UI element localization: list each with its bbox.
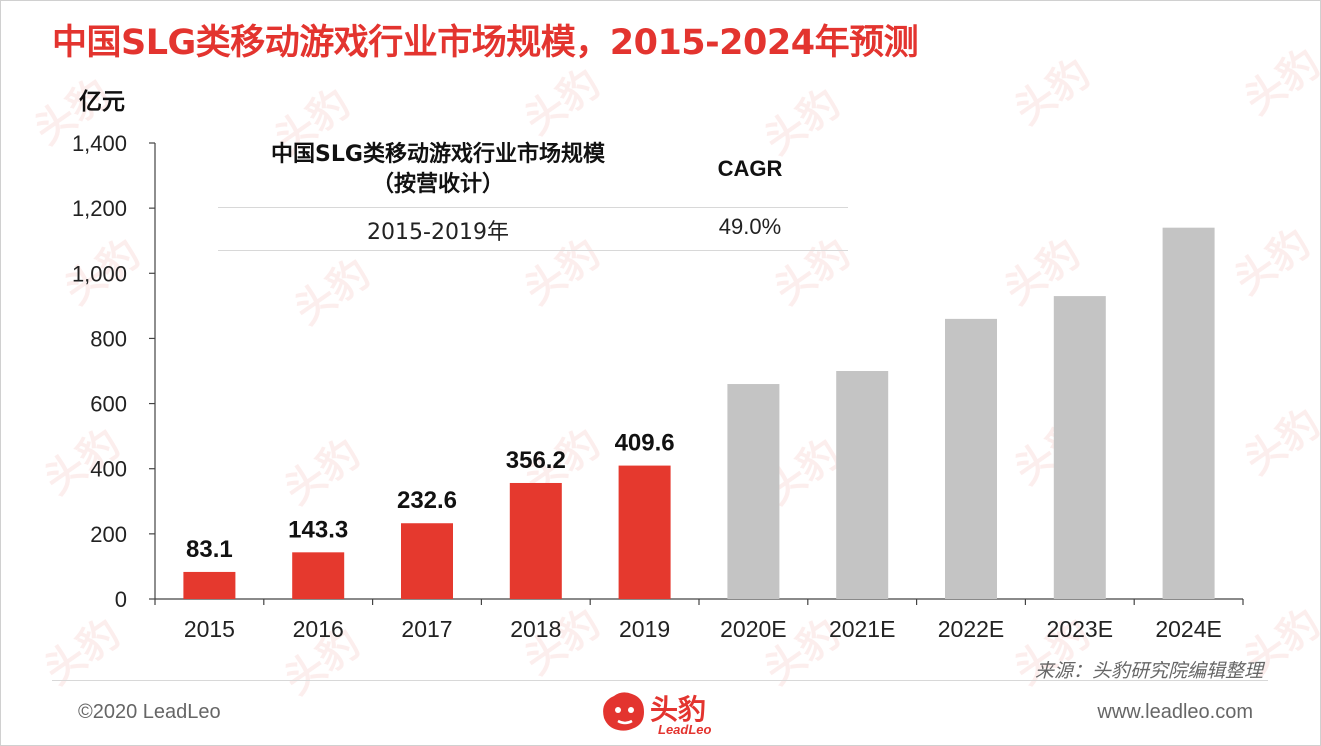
bar <box>509 482 562 599</box>
table-header-metric-line: （按营收计） <box>371 172 504 197</box>
x-tick-label: 2019 <box>619 616 670 642</box>
x-tick-label: 2022E <box>938 616 1005 642</box>
y-axis-unit: 亿元 <box>79 89 125 115</box>
copyright-text: ©2020 LeadLeo <box>78 701 221 723</box>
data-label: 232.6 <box>397 487 457 514</box>
x-tick-label: 2017 <box>401 616 452 642</box>
x-tick-label: 2020E <box>720 616 787 642</box>
y-tick-label: 1,400 <box>72 131 127 156</box>
table-cell-cagr: 49.0% <box>718 214 782 239</box>
x-tick-label: 2023E <box>1047 616 1114 642</box>
x-tick-label: 2016 <box>293 616 344 642</box>
bar <box>618 465 671 599</box>
bar <box>727 384 780 599</box>
table-header-metric-line: 中国SLG类移动游戏行业市场规模 <box>271 142 605 167</box>
bar <box>836 371 889 599</box>
data-label: 83.1 <box>186 536 233 563</box>
y-tick-label: 200 <box>90 522 127 547</box>
bar <box>292 552 345 599</box>
x-tick-label: 2021E <box>829 616 896 642</box>
y-tick-label: 800 <box>90 326 127 351</box>
logo-text-cn: 头豹 <box>650 693 707 726</box>
table-cell-period: 2015-2019年 <box>367 220 509 245</box>
bar <box>183 571 236 599</box>
logo-text-en: LeadLeo <box>658 722 712 737</box>
page-title: 中国SLG类移动游戏行业市场规模，2015-2024年预测 <box>52 23 919 63</box>
bar <box>1053 296 1106 599</box>
x-tick-label: 2024E <box>1155 616 1222 642</box>
source-note: 来源：头豹研究院编辑整理 <box>1034 660 1263 682</box>
x-tick-label: 2018 <box>510 616 561 642</box>
website-link[interactable]: www.leadleo.com <box>1097 701 1253 723</box>
bar <box>945 318 997 599</box>
data-label: 356.2 <box>506 447 566 474</box>
bar <box>401 523 453 599</box>
table-divider <box>218 250 848 251</box>
footer-divider <box>52 680 1268 681</box>
table-header-metric: 中国SLG类移动游戏行业市场规模 （按营收计） <box>218 140 658 200</box>
table-divider <box>218 207 848 208</box>
y-tick-label: 400 <box>90 457 127 482</box>
leopard-head-icon <box>603 692 644 731</box>
y-tick-label: 1,200 <box>72 196 127 221</box>
table-header-cagr: CAGR <box>717 156 783 181</box>
leadleo-logo: 头豹 LeadLeo <box>598 688 730 740</box>
x-tick-label: 2015 <box>184 616 235 642</box>
y-tick-label: 600 <box>90 392 127 417</box>
data-label: 143.3 <box>288 516 348 543</box>
y-tick-label: 0 <box>115 587 127 612</box>
bar <box>1162 227 1215 599</box>
data-label: 409.6 <box>615 430 675 457</box>
y-tick-label: 1,000 <box>72 261 127 286</box>
